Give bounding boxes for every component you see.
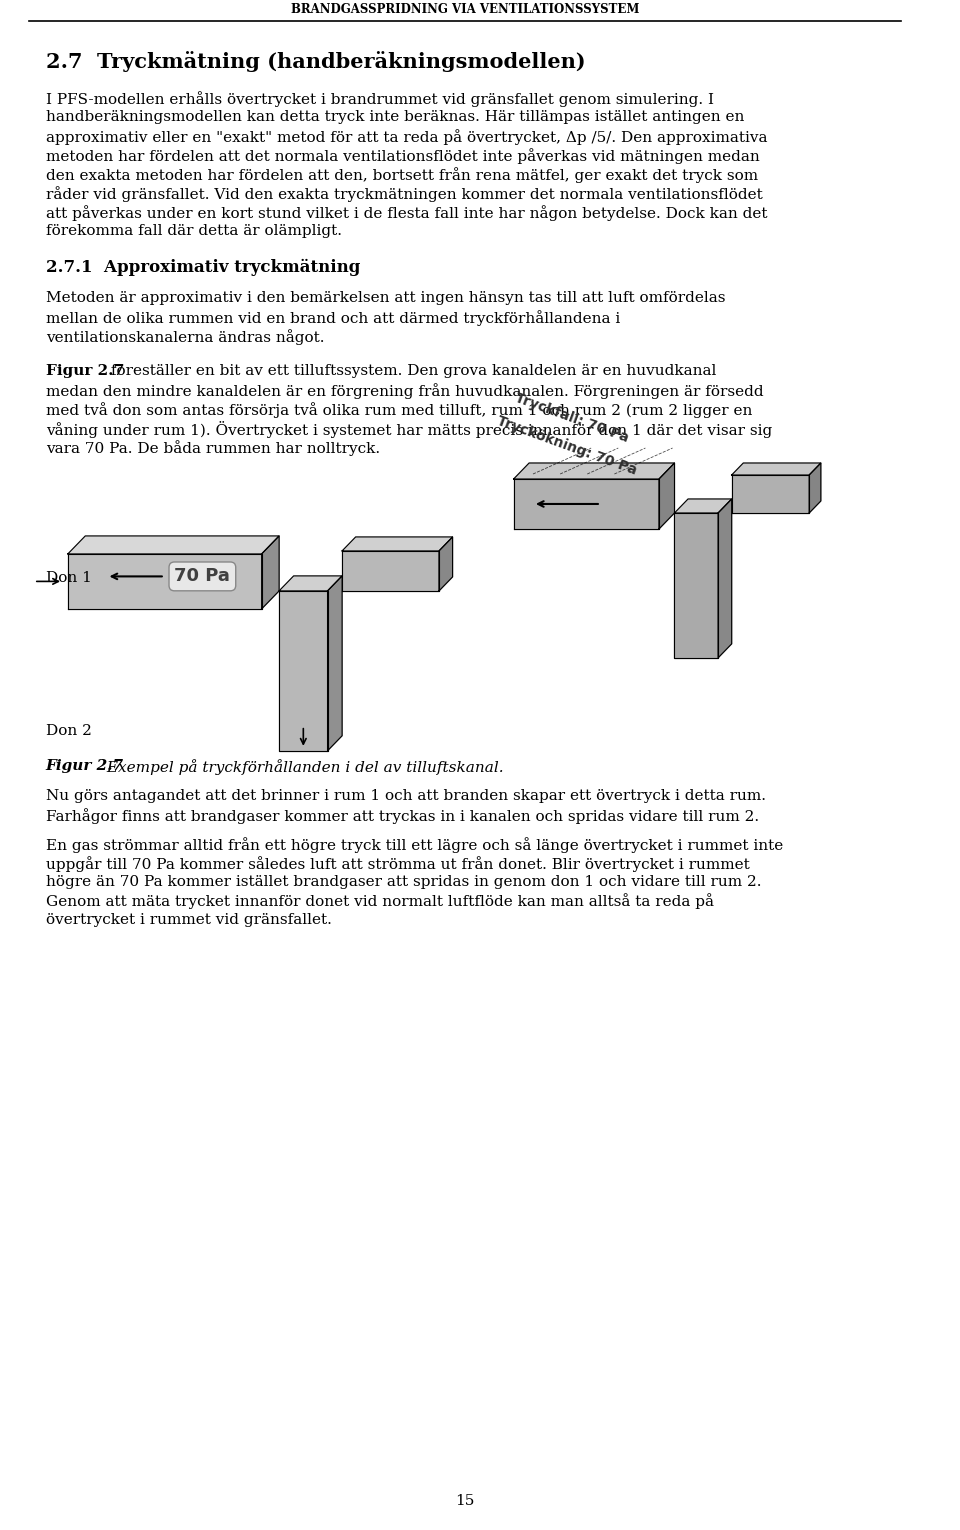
Polygon shape (439, 537, 452, 591)
Polygon shape (659, 464, 675, 529)
Text: högre än 70 Pa kommer istället brandgaser att spridas in genom don 1 och vidare : högre än 70 Pa kommer istället brandgase… (45, 875, 761, 889)
Text: Tryckökning: 70 Pa: Tryckökning: 70 Pa (495, 415, 638, 477)
Polygon shape (675, 499, 732, 513)
Polygon shape (262, 536, 279, 609)
Polygon shape (342, 537, 452, 551)
Text: Tryckfall: 70 Pa: Tryckfall: 70 Pa (513, 392, 631, 445)
Text: vara 70 Pa. De båda rummen har nolltryck.: vara 70 Pa. De båda rummen har nolltryck… (45, 441, 379, 456)
Text: Genom att mäta trycket innanför donet vid normalt luftflöde kan man alltså ta re: Genom att mäta trycket innanför donet vi… (45, 894, 713, 909)
Text: I PFS-modellen erhålls övertrycket i brandrummet vid gränsfallet genom simulerin: I PFS-modellen erhålls övertrycket i bra… (45, 92, 713, 107)
Text: Metoden är approximativ i den bemärkelsen att ingen hänsyn tas till att luft omf: Metoden är approximativ i den bemärkelse… (45, 291, 725, 304)
Text: 15: 15 (455, 1493, 475, 1509)
Text: Don 1: Don 1 (45, 571, 91, 586)
Polygon shape (732, 474, 809, 513)
Text: våning under rum 1). Övertrycket i systemet har mätts precis innanför don 1 där : våning under rum 1). Övertrycket i syste… (45, 421, 772, 438)
Text: ventilationskanalerna ändras något.: ventilationskanalerna ändras något. (45, 329, 324, 344)
Polygon shape (675, 513, 718, 658)
Text: medan den mindre kanaldelen är en förgrening från huvudkanalen. Förgreningen är : medan den mindre kanaldelen är en förgre… (45, 382, 763, 399)
Polygon shape (514, 464, 675, 479)
Text: med två don som antas försörja två olika rum med tilluft, rum 1 och rum 2 (rum 2: med två don som antas försörja två olika… (45, 402, 752, 418)
Text: Figur 2.7: Figur 2.7 (45, 759, 124, 773)
Text: att påverkas under en kort stund vilket i de flesta fall inte har någon betydels: att påverkas under en kort stund vilket … (45, 205, 767, 222)
Text: övertrycket i rummet vid gränsfallet.: övertrycket i rummet vid gränsfallet. (45, 912, 331, 927)
Text: metoden har fördelen att det normala ventilationsflödet inte påverkas vid mätnin: metoden har fördelen att det normala ven… (45, 148, 759, 164)
Polygon shape (718, 499, 732, 658)
Text: mellan de olika rummen vid en brand och att därmed tryckförhållandena i: mellan de olika rummen vid en brand och … (45, 311, 620, 326)
Text: approximativ eller en "exakt" metod för att ta reda på övertrycket, Δp /5/. Den : approximativ eller en "exakt" metod för … (45, 130, 767, 145)
Text: den exakta metoden har fördelen att den, bortsett från rena mätfel, ger exakt de: den exakta metoden har fördelen att den,… (45, 167, 757, 184)
Polygon shape (342, 551, 439, 591)
Polygon shape (279, 575, 342, 591)
Text: uppgår till 70 Pa kommer således luft att strömma ut från donet. Blir övertrycke: uppgår till 70 Pa kommer således luft at… (45, 855, 750, 872)
Polygon shape (732, 464, 821, 474)
Text: förekomma fall där detta är olämpligt.: förekomma fall där detta är olämpligt. (45, 225, 342, 239)
Polygon shape (809, 464, 821, 513)
Polygon shape (514, 479, 659, 529)
Polygon shape (327, 575, 342, 751)
Polygon shape (68, 536, 279, 554)
Text: Figur 2.7: Figur 2.7 (45, 364, 124, 378)
Text: föreställer en bit av ett tilluftssystem. Den grova kanaldelen är en huvudkanal: föreställer en bit av ett tilluftssystem… (106, 364, 716, 378)
Text: Nu görs antagandet att det brinner i rum 1 och att branden skapar ett övertryck : Nu görs antagandet att det brinner i rum… (45, 788, 765, 803)
Text: BRANDGASSPRIDNING VIA VENTILATIONSSYSTEM: BRANDGASSPRIDNING VIA VENTILATIONSSYSTEM (291, 3, 639, 17)
Text: Don 2: Don 2 (45, 724, 91, 737)
Text: Exempel på tryckförhållanden i del av tilluftskanal.: Exempel på tryckförhållanden i del av ti… (102, 759, 503, 774)
Text: handberäkningsmodellen kan detta tryck inte beräknas. Här tillämpas istället ant: handberäkningsmodellen kan detta tryck i… (45, 110, 744, 124)
Text: Farhågor finns att brandgaser kommer att tryckas in i kanalen och spridas vidare: Farhågor finns att brandgaser kommer att… (45, 808, 758, 823)
Text: 70 Pa: 70 Pa (175, 568, 230, 586)
Polygon shape (68, 554, 262, 609)
Text: råder vid gränsfallet. Vid den exakta tryckmätningen kommer det normala ventilat: råder vid gränsfallet. Vid den exakta tr… (45, 187, 762, 202)
Text: 2.7  Tryckmätning (handberäkningsmodellen): 2.7 Tryckmätning (handberäkningsmodellen… (45, 52, 586, 72)
Text: En gas strömmar alltid från ett högre tryck till ett lägre och så länge övertryc: En gas strömmar alltid från ett högre tr… (45, 837, 782, 852)
Text: 2.7.1  Approximativ tryckmätning: 2.7.1 Approximativ tryckmätning (45, 259, 360, 277)
Polygon shape (279, 591, 327, 751)
